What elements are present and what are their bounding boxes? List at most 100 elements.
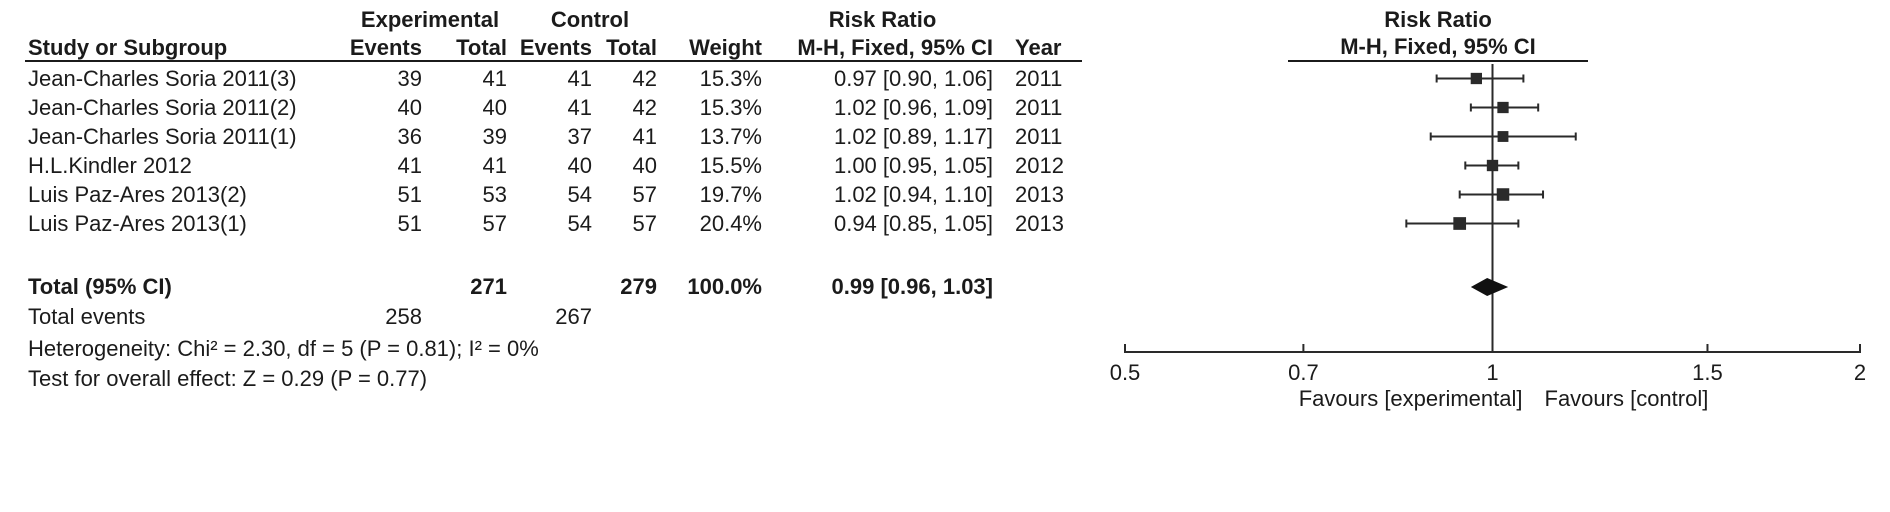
total-exp-total: 271 [470,274,507,299]
year-cell: 2011 [1015,66,1063,91]
ctrl-total-cell: 41 [632,124,657,149]
total-row: Total (95% CI) 271 279 100.0% 0.99 [0.96… [0,272,1095,302]
exp-total-cell: 40 [482,95,507,120]
weight-cell: 19.7% [699,182,762,207]
weight-cell: 15.3% [699,66,762,91]
effect-square [1496,188,1510,201]
study-name: Luis Paz-Ares 2013(1) [28,211,247,236]
year-cell: 2011 [1015,95,1063,120]
col-header-study: Study or Subgroup [28,35,228,60]
weight-cell: 15.5% [699,153,762,178]
ctrl-total-cell: 57 [632,182,657,207]
col-header-ci: M-H, Fixed, 95% CI [797,35,993,60]
total-ctrl-total: 279 [620,274,657,299]
favours-left-label: Favours [experimental] [1299,386,1523,411]
ctrl-events-cell: 40 [567,153,592,178]
favours-right-label: Favours [control] [1545,386,1709,411]
total-events-exp: 258 [385,304,422,329]
x-tick-label: 0.7 [1288,360,1319,385]
forest-plot: 0.5 0.7 1 1.5 2 Favours [experimental] Favours… [1110,64,1866,411]
total-ctrl-events-empty [515,272,600,302]
group-header-control: Control [550,7,630,32]
effect-square [1453,217,1467,230]
total-weight: 100.0% [687,274,762,299]
group-header-risk-ratio: Risk Ratio [828,7,937,32]
effect-square [1470,72,1482,85]
study-row: Jean-Charles Soria 2011(2) 40 40 41 42 15.3% 1… [0,93,1095,122]
exp-total-cell: 39 [482,124,507,149]
ctrl-total-cell: 40 [632,153,657,178]
study-name: Jean-Charles Soria 2011(1) [28,124,297,149]
study-name: Luis Paz-Ares 2013(2) [28,182,247,207]
ctrl-events-cell: 41 [567,95,592,120]
study-name: H.L.Kindler 2012 [28,153,192,178]
col-header-ctrl-total: Total [606,35,657,60]
total-year-empty [995,272,1095,302]
estimate-cell: 1.02 [0.94, 1.10] [833,182,993,207]
study-row: Jean-Charles Soria 2011(1) 36 39 37 41 13.7% 1… [0,122,1095,151]
ctrl-total-cell: 42 [632,66,657,91]
group-header-experimental: Experimental [360,7,500,32]
year-cell: 2013 [1015,211,1064,236]
total-events-ctrl-total-empty [600,302,665,331]
plot-header-risk-ratio: Risk Ratio [1384,7,1492,32]
ctrl-events-cell: 54 [567,182,592,207]
total-diamond [1470,278,1509,296]
estimate-cell: 1.00 [0.95, 1.05] [833,153,993,178]
exp-total-cell: 53 [482,182,507,207]
col-header-ctrl-events: Events [519,35,592,60]
plot-subheader-ci: M-H, Fixed, 95% CI [1340,34,1536,59]
estimate-cell: 0.94 [0.85, 1.05] [833,211,993,236]
effect-square [1497,131,1509,142]
col-header-weight: Weight [689,35,762,60]
ctrl-events-cell: 37 [567,124,592,149]
study-name: Jean-Charles Soria 2011(3) [28,66,297,91]
study-row: H.L.Kindler 2012 41 41 40 40 15.5% 1.00 [0.95,… [0,151,1095,180]
exp-total-cell: 41 [482,153,507,178]
exp-events-cell: 40 [397,95,422,120]
header-underline-left [25,60,1082,62]
x-tick-label: 1 [1486,360,1498,385]
study-row: Luis Paz-Ares 2013(1) 51 57 54 57 20.4% 0.94 [… [0,209,1095,238]
total-events-row: Total events 258 267 [0,302,1095,331]
ctrl-total-cell: 57 [632,211,657,236]
exp-events-cell: 39 [397,66,422,91]
total-label: Total (95% CI) [28,274,172,299]
weight-cell: 20.4% [699,211,762,236]
overall-effect-note: Test for overall effect: Z = 0.29 (P = 0… [28,366,428,391]
ctrl-total-cell: 42 [632,95,657,120]
column-header-row: Study or Subgroup Events Total Events To… [0,33,1095,62]
year-cell: 2012 [1015,153,1064,178]
total-exp-events-empty [345,272,430,302]
study-row: Luis Paz-Ares 2013(2) 51 53 54 57 19.7% 1.02 [… [0,180,1095,209]
col-header-exp-events: Events [349,35,422,60]
estimate-cell: 1.02 [0.96, 1.09] [833,95,993,120]
x-tick-label: 2 [1854,360,1866,385]
col-header-exp-total: Total [456,35,507,60]
exp-total-cell: 41 [482,66,507,91]
ctrl-events-cell: 41 [567,66,592,91]
year-cell: 2011 [1015,124,1063,149]
ctrl-events-cell: 54 [567,211,592,236]
year-cell: 2013 [1015,182,1064,207]
exp-total-cell: 57 [482,211,507,236]
exp-events-cell: 51 [397,211,422,236]
heterogeneity-note: Heterogeneity: Chi² = 2.30, df = 5 (P = … [28,336,539,361]
weight-cell: 13.7% [699,124,762,149]
study-rows: Jean-Charles Soria 2011(3) 39 41 41 42 15.3% 0… [0,64,1095,238]
x-tick-label: 1.5 [1692,360,1723,385]
total-events-exp-total-empty [430,302,515,331]
estimate-cell: 1.02 [0.89, 1.17] [833,124,993,149]
exp-events-cell: 51 [397,182,422,207]
col-header-year: Year [1015,35,1062,60]
header-underline-right [1288,60,1588,62]
weight-cell: 15.3% [699,95,762,120]
exp-events-cell: 36 [397,124,422,149]
study-name: Jean-Charles Soria 2011(2) [28,95,297,120]
study-row: Jean-Charles Soria 2011(3) 39 41 41 42 15.3% 0… [0,64,1095,93]
estimate-cell: 0.97 [0.90, 1.06] [833,66,993,91]
exp-events-cell: 41 [397,153,422,178]
effect-square [1486,159,1499,172]
x-tick-label: 0.5 [1110,360,1141,385]
